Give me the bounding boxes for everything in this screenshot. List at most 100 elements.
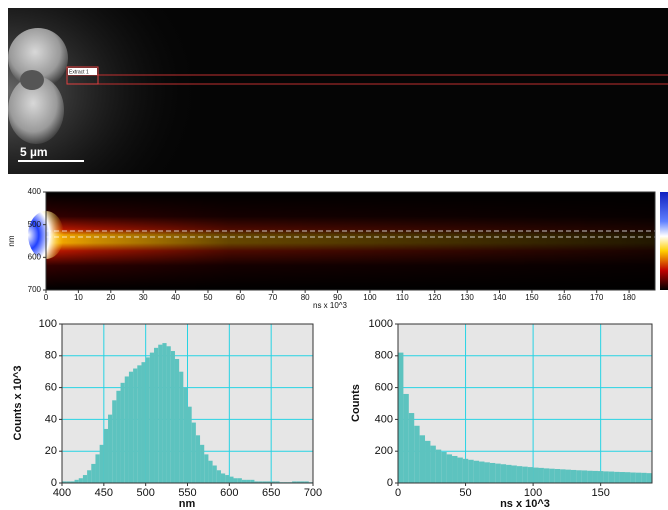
scale-bar-label: 5 µm <box>20 145 48 159</box>
x-axis-label: ns x 10^3 <box>313 301 348 310</box>
x-tick-label: 140 <box>493 293 507 302</box>
y-tick-label: 40 <box>45 413 57 425</box>
bar <box>112 400 116 483</box>
x-tick-label: 600 <box>220 487 238 499</box>
bar <box>625 472 630 483</box>
bar <box>409 413 414 483</box>
bar <box>441 452 446 483</box>
bar <box>217 470 221 483</box>
bar <box>403 394 408 483</box>
y-tick-label: 0 <box>387 477 393 489</box>
y-tick-label: 400 <box>28 187 42 196</box>
y-tick-label: 600 <box>375 382 393 394</box>
bar <box>474 461 479 483</box>
bar <box>208 461 212 483</box>
bar <box>587 471 592 483</box>
bar <box>154 348 158 483</box>
bar <box>457 458 462 483</box>
bar <box>463 459 468 483</box>
bar <box>636 473 641 483</box>
x-tick-label: 120 <box>428 293 442 302</box>
y-tick-label: 200 <box>375 445 393 457</box>
bar <box>108 415 112 483</box>
bar <box>447 454 452 483</box>
bar <box>484 462 489 483</box>
x-tick-label: 80 <box>301 293 310 302</box>
bar <box>501 464 506 483</box>
bar <box>234 478 238 483</box>
y-tick-label: 400 <box>375 413 393 425</box>
colorbar <box>660 192 668 290</box>
y-axis-label: Counts x 10^3 <box>12 366 24 441</box>
bar <box>479 462 484 483</box>
y-tick-label: 60 <box>45 382 57 394</box>
screen: Extract 1 5 µm 0102030405060708090100110… <box>0 0 668 510</box>
bar <box>490 463 495 483</box>
bar <box>593 471 598 483</box>
particle-core <box>20 70 44 90</box>
x-axis-label: ns x 10^3 <box>500 498 550 510</box>
y-tick-label: 20 <box>45 445 57 457</box>
bar <box>83 475 87 483</box>
bar <box>116 391 120 483</box>
x-tick-label: 110 <box>396 293 409 302</box>
bar <box>162 343 166 483</box>
x-tick-label: 10 <box>74 293 83 302</box>
bar <box>238 478 242 483</box>
bar <box>603 471 608 483</box>
bar <box>121 383 125 483</box>
bar <box>398 353 403 483</box>
bar <box>221 473 225 483</box>
bar <box>641 473 646 483</box>
x-tick-label: 20 <box>106 293 115 302</box>
bar <box>167 346 171 483</box>
bar <box>141 362 145 483</box>
x-tick-label: 50 <box>204 293 213 302</box>
bar <box>87 470 91 483</box>
bar <box>229 477 233 483</box>
x-tick-label: 150 <box>591 487 609 499</box>
bar <box>544 468 549 483</box>
bar <box>213 466 217 483</box>
bar <box>171 351 175 483</box>
bar <box>436 450 441 483</box>
x-tick-label: 40 <box>171 293 180 302</box>
bar <box>614 472 619 483</box>
y-tick-label: 100 <box>39 318 57 330</box>
heatmap-band <box>46 192 655 290</box>
y-axis-label: Counts <box>350 384 362 422</box>
bar <box>517 466 522 483</box>
bar <box>192 423 196 483</box>
bar <box>414 426 419 483</box>
bar <box>104 429 108 483</box>
bar <box>549 469 554 483</box>
bar <box>571 470 576 483</box>
x-tick-label: 160 <box>558 293 572 302</box>
x-axis-label: nm <box>179 498 196 510</box>
x-tick-label: 130 <box>460 293 474 302</box>
y-axis-label: nm <box>7 235 16 246</box>
micrograph: Extract 1 5 µm <box>8 8 668 174</box>
bar <box>133 369 137 483</box>
x-tick-label: 170 <box>590 293 604 302</box>
bar <box>560 469 565 483</box>
bar <box>175 359 179 483</box>
bar <box>452 456 457 483</box>
y-tick-label: 700 <box>28 285 42 294</box>
bar <box>158 345 162 483</box>
bar <box>522 467 527 483</box>
bar <box>576 470 581 483</box>
y-tick-label: 500 <box>28 220 42 229</box>
bar <box>647 473 652 483</box>
bar <box>468 460 473 483</box>
bar <box>420 435 425 483</box>
bar <box>495 464 500 483</box>
y-tick-label: 800 <box>375 350 393 362</box>
bar <box>555 469 560 483</box>
x-tick-label: 0 <box>44 293 49 302</box>
bar <box>425 441 430 483</box>
y-tick-label: 0 <box>51 477 57 489</box>
bar <box>200 445 204 483</box>
bar <box>146 357 150 483</box>
bar <box>95 454 99 483</box>
